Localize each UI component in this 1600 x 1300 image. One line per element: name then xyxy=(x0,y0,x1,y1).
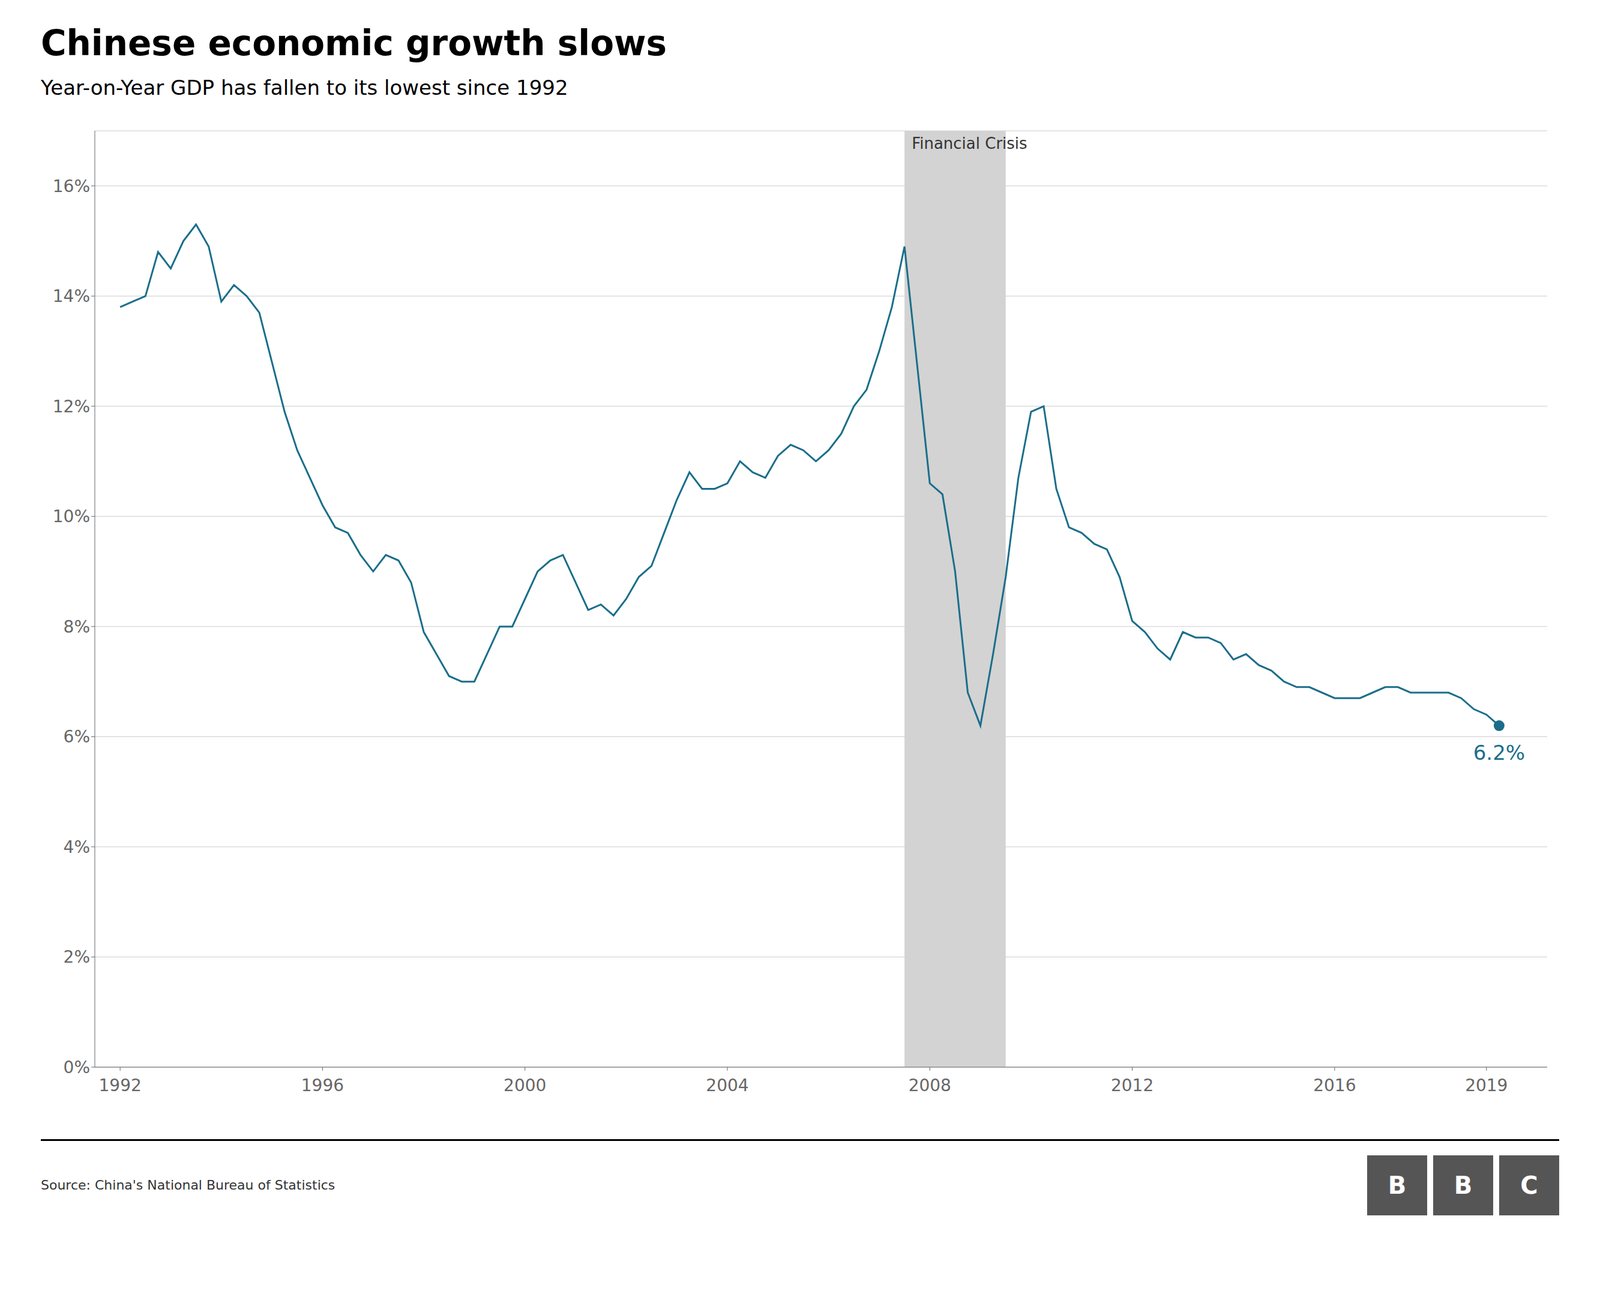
svg-text:8%: 8% xyxy=(63,616,91,637)
html-text:Source: China's National Burea: Source: China's National Bureau of Stati… xyxy=(40,1177,336,1193)
html-text:Chinese economic growth slows: Chinese economic growth slows xyxy=(40,22,667,64)
svg-text:2%: 2% xyxy=(63,947,91,967)
svg-text:16%: 16% xyxy=(52,175,91,196)
html-text:Year-on-Year GDP has fallen to: Year-on-Year GDP has fallen to its lowes… xyxy=(40,75,569,100)
html-text:B: B xyxy=(1454,1171,1473,1199)
svg-text:14%: 14% xyxy=(52,286,91,307)
svg-text:6%: 6% xyxy=(63,726,91,747)
svg-text:Financial Crisis: Financial Crisis xyxy=(911,134,1028,153)
html-text:B: B xyxy=(1388,1171,1407,1199)
svg-text:2008: 2008 xyxy=(908,1075,952,1096)
svg-text:12%: 12% xyxy=(52,396,91,417)
svg-text:4%: 4% xyxy=(63,837,91,858)
svg-text:1992: 1992 xyxy=(99,1075,142,1096)
html-text:C: C xyxy=(1520,1171,1539,1199)
svg-text:0%: 0% xyxy=(63,1057,91,1078)
svg-text:10%: 10% xyxy=(52,506,91,527)
svg-text:2012: 2012 xyxy=(1110,1075,1154,1096)
svg-text:2004: 2004 xyxy=(705,1075,749,1096)
svg-text:6.2%: 6.2% xyxy=(1473,740,1525,765)
svg-text:2019: 2019 xyxy=(1464,1075,1508,1096)
svg-text:2000: 2000 xyxy=(503,1075,547,1096)
svg-text:2016: 2016 xyxy=(1313,1075,1356,1096)
svg-text:1996: 1996 xyxy=(301,1075,344,1096)
